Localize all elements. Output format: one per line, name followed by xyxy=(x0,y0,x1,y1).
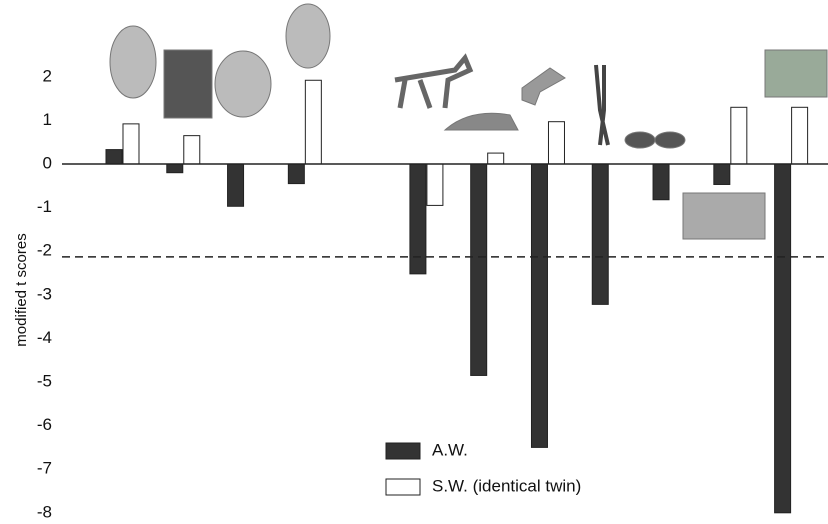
bar xyxy=(548,122,564,164)
bar xyxy=(471,164,487,375)
glasses-image xyxy=(655,132,685,148)
legend-swatch xyxy=(386,443,420,459)
y-tick-label: 1 xyxy=(43,110,52,129)
bar xyxy=(123,124,139,164)
pictures xyxy=(110,4,827,239)
face-image xyxy=(215,51,271,117)
y-tick-label: 0 xyxy=(43,153,52,172)
bar xyxy=(288,164,304,184)
bar xyxy=(184,136,200,164)
y-tick-label: 2 xyxy=(43,66,52,85)
bar xyxy=(714,164,730,184)
bar xyxy=(731,107,747,164)
car-image xyxy=(445,113,518,130)
bar xyxy=(653,164,669,200)
y-tick-label: -4 xyxy=(37,328,52,347)
y-tick-label: -7 xyxy=(37,459,52,478)
pliers-image xyxy=(596,65,608,145)
face-image xyxy=(164,50,212,118)
bar xyxy=(592,164,608,304)
y-tick-label: -5 xyxy=(37,371,52,390)
y-tick-label: -3 xyxy=(37,284,52,303)
bar xyxy=(427,164,443,205)
y-tick-label: -1 xyxy=(37,197,52,216)
y-tick-label: -6 xyxy=(37,415,52,434)
legend-label: S.W. (identical twin) xyxy=(432,476,581,495)
y-axis-label: modified t scores xyxy=(13,233,30,346)
bar xyxy=(167,164,183,173)
horse-image xyxy=(395,58,470,108)
face-image xyxy=(110,26,156,98)
legend-swatch xyxy=(386,479,420,495)
house-image xyxy=(683,193,765,239)
bar xyxy=(775,164,791,513)
bar xyxy=(531,164,547,447)
glasses-image xyxy=(625,132,655,148)
legend-label: A.W. xyxy=(432,440,468,459)
bar xyxy=(305,80,321,164)
bar xyxy=(488,153,504,164)
bar xyxy=(106,150,122,164)
bar xyxy=(792,107,808,164)
face-image xyxy=(286,4,330,68)
gun-image xyxy=(522,68,565,105)
chart: modified t scores -8 -7 -6 -5 -4 -3 -2 -1 0 1 2 A.W… xyxy=(0,0,828,519)
landscape-image xyxy=(765,50,827,97)
y-tick-label: -8 xyxy=(37,502,52,519)
bar xyxy=(228,164,244,206)
y-tick-label: -2 xyxy=(37,241,52,260)
